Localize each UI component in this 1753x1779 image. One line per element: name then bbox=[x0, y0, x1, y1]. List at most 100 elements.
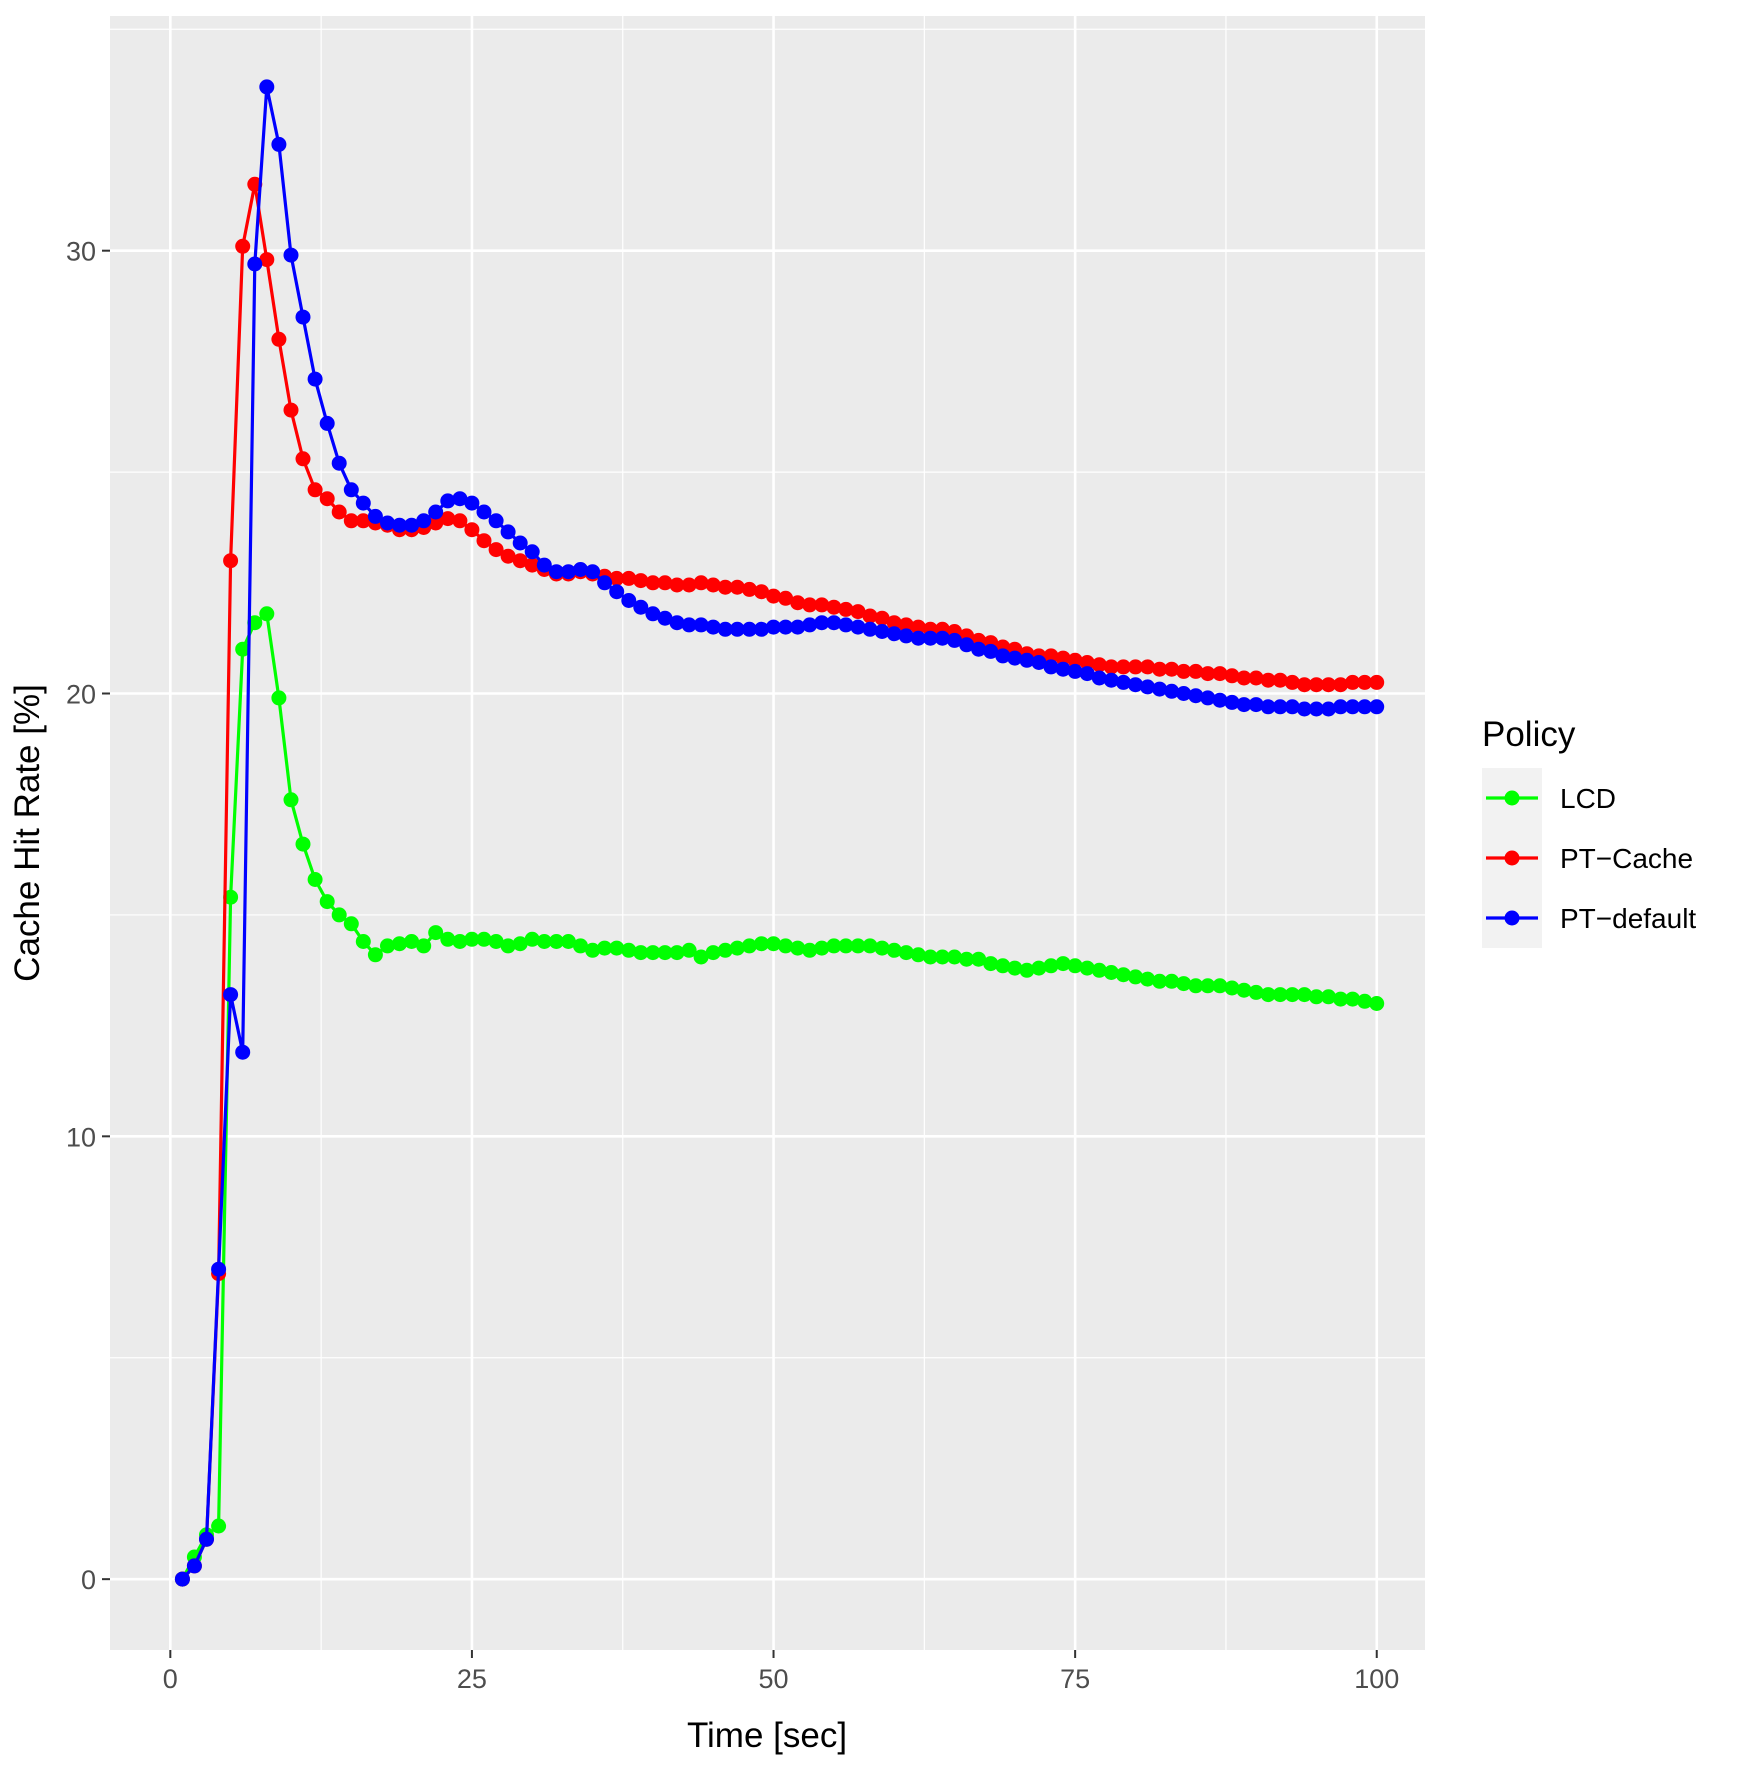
data-point bbox=[1369, 674, 1385, 690]
data-point bbox=[1296, 987, 1312, 1003]
data-point bbox=[705, 945, 721, 961]
data-point bbox=[283, 402, 299, 418]
data-point bbox=[1236, 697, 1252, 713]
data-point bbox=[512, 553, 528, 569]
data-point bbox=[934, 949, 950, 965]
data-point bbox=[247, 256, 263, 272]
data-point bbox=[1103, 672, 1119, 688]
y-tick-label: 10 bbox=[66, 1122, 96, 1152]
data-point bbox=[1031, 655, 1047, 670]
data-point bbox=[729, 940, 745, 956]
data-point bbox=[355, 934, 371, 949]
data-point bbox=[838, 617, 854, 633]
data-point bbox=[1140, 659, 1155, 675]
data-point bbox=[283, 247, 299, 263]
data-point bbox=[1188, 688, 1204, 704]
data-point bbox=[416, 938, 432, 954]
data-point bbox=[910, 619, 926, 635]
legend-key-point bbox=[1504, 910, 1520, 926]
data-point bbox=[959, 637, 975, 653]
data-point bbox=[259, 606, 275, 622]
data-point bbox=[223, 889, 239, 905]
data-point bbox=[1333, 991, 1349, 1007]
data-point bbox=[995, 648, 1011, 664]
data-point bbox=[1284, 674, 1300, 690]
data-point bbox=[645, 945, 661, 961]
data-point bbox=[790, 619, 806, 635]
data-point bbox=[259, 79, 275, 95]
data-point bbox=[717, 579, 733, 595]
data-point bbox=[560, 934, 576, 949]
data-point bbox=[1043, 958, 1059, 974]
data-point bbox=[802, 942, 818, 958]
data-point bbox=[1369, 699, 1385, 715]
data-point bbox=[1212, 692, 1228, 708]
data-point bbox=[741, 621, 757, 637]
data-point bbox=[886, 626, 902, 642]
data-point bbox=[500, 938, 516, 954]
data-point bbox=[826, 599, 842, 615]
data-point bbox=[1357, 699, 1373, 715]
data-point bbox=[669, 577, 685, 593]
data-point bbox=[862, 608, 878, 624]
data-point bbox=[693, 575, 709, 591]
data-point bbox=[223, 553, 239, 569]
data-point bbox=[633, 599, 649, 615]
data-point bbox=[560, 564, 576, 580]
data-point bbox=[1055, 956, 1071, 972]
data-point bbox=[1176, 686, 1192, 701]
data-point bbox=[1091, 962, 1107, 978]
data-point bbox=[766, 936, 781, 952]
data-point bbox=[174, 1571, 190, 1587]
data-point bbox=[621, 570, 637, 586]
data-point bbox=[1043, 648, 1059, 664]
data-point bbox=[1248, 984, 1264, 1000]
data-point bbox=[524, 557, 540, 573]
data-point bbox=[1333, 699, 1349, 715]
data-point bbox=[1369, 996, 1385, 1011]
data-point bbox=[428, 515, 444, 531]
data-point bbox=[778, 619, 794, 635]
data-point bbox=[1333, 677, 1349, 693]
data-series bbox=[174, 79, 1385, 1587]
data-point bbox=[1200, 978, 1216, 994]
data-point bbox=[271, 331, 287, 347]
x-tick-label: 100 bbox=[1354, 1664, 1399, 1694]
x-axis-title: Time [sec] bbox=[687, 1716, 847, 1755]
data-point bbox=[1248, 670, 1264, 686]
data-point bbox=[898, 945, 914, 961]
data-point bbox=[452, 491, 468, 507]
data-point bbox=[186, 1558, 202, 1574]
data-point bbox=[934, 630, 950, 646]
data-point bbox=[633, 945, 649, 961]
data-point bbox=[1103, 965, 1119, 980]
data-point bbox=[476, 533, 492, 549]
data-point bbox=[1067, 663, 1083, 679]
x-tick-label: 75 bbox=[1060, 1664, 1090, 1694]
data-point bbox=[1200, 690, 1216, 706]
data-point bbox=[271, 136, 287, 152]
grid-lines bbox=[110, 16, 1425, 1650]
data-point bbox=[1272, 672, 1288, 688]
data-point bbox=[826, 938, 842, 954]
data-point bbox=[802, 617, 818, 633]
data-point bbox=[898, 628, 914, 644]
data-point bbox=[1321, 677, 1336, 693]
data-point bbox=[669, 945, 685, 961]
data-point bbox=[838, 601, 854, 617]
data-point bbox=[609, 940, 625, 956]
data-point bbox=[1188, 663, 1204, 679]
data-point bbox=[1308, 677, 1324, 693]
data-point bbox=[657, 575, 673, 591]
data-point bbox=[826, 615, 842, 631]
data-point bbox=[862, 938, 878, 954]
data-point bbox=[1236, 670, 1252, 686]
data-point bbox=[597, 575, 613, 591]
data-point bbox=[754, 936, 769, 952]
data-point bbox=[331, 455, 347, 471]
data-point bbox=[609, 570, 625, 586]
data-point bbox=[440, 931, 456, 947]
data-point bbox=[343, 482, 359, 498]
data-point bbox=[874, 610, 890, 626]
data-point bbox=[1140, 679, 1155, 695]
